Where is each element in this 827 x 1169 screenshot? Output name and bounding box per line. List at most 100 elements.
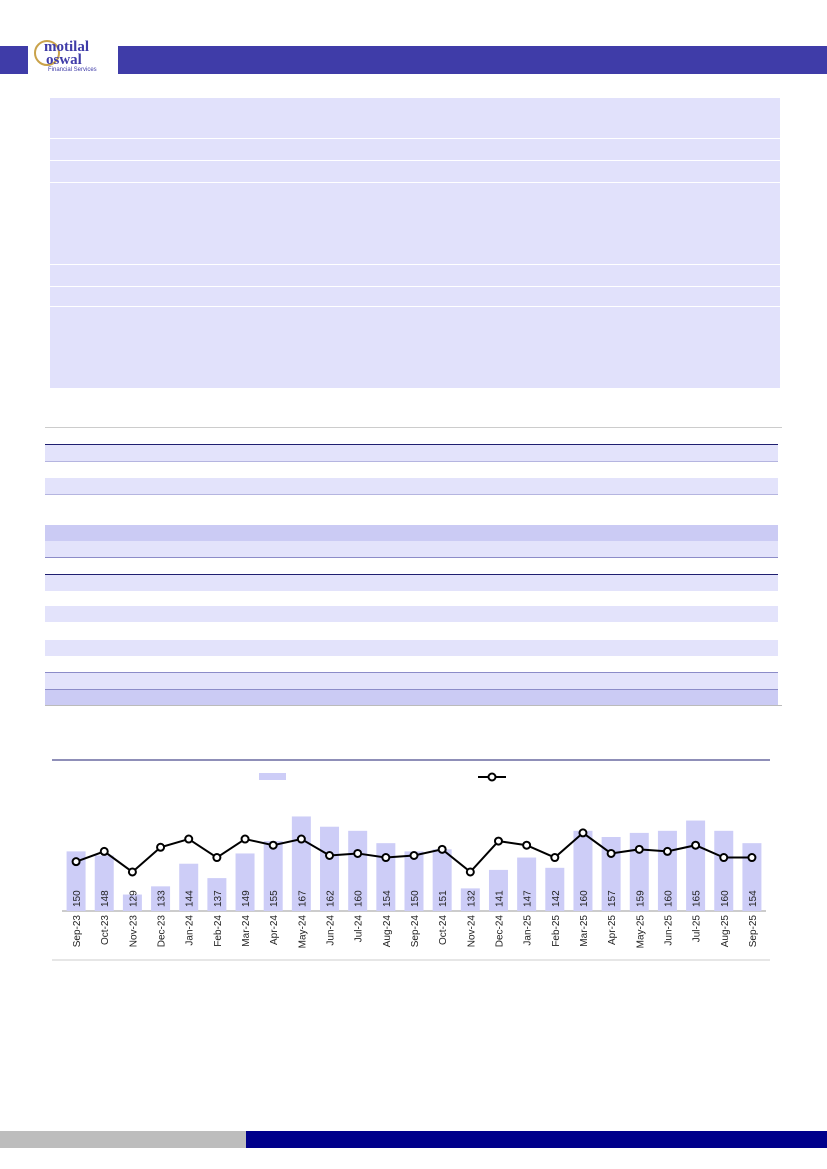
bar (263, 841, 283, 911)
x-tick-label: Sep-25 (748, 915, 759, 948)
x-tick-label: Jul-24 (354, 915, 365, 943)
table-row (45, 478, 778, 495)
bar (686, 820, 706, 911)
chart: 150 148 129 133 144 137 149 155 167 162 160 154 150 1… (52, 759, 770, 961)
table-row (45, 606, 778, 622)
line-marker (212, 853, 222, 863)
bar-label: 144 (185, 890, 196, 907)
bar-label: 148 (100, 890, 111, 907)
bar-label: 154 (382, 890, 393, 907)
line-marker (662, 846, 672, 856)
line-marker (634, 844, 644, 854)
legend-marker (487, 772, 497, 782)
table-row (45, 541, 778, 558)
x-tick-label: Jun-24 (326, 915, 337, 946)
x-tick-label: Sep-24 (410, 915, 421, 948)
bar-label: 160 (579, 890, 590, 907)
bar-label: 160 (720, 890, 731, 907)
x-tick-label: Feb-25 (551, 915, 562, 947)
bar-label: 157 (607, 890, 618, 907)
x-tick-label: Nov-23 (128, 915, 139, 948)
header-block (0, 46, 28, 74)
bar (404, 851, 424, 911)
line-marker (381, 853, 391, 863)
bar-label: 133 (157, 890, 168, 907)
bar (488, 869, 508, 911)
header-bar (118, 46, 827, 74)
bar (235, 853, 255, 911)
x-tick-label: Dec-23 (157, 915, 168, 948)
line-marker (522, 840, 532, 850)
x-tick-label: Mar-25 (579, 915, 590, 947)
x-tick-label: Mar-24 (241, 915, 252, 947)
table-row (45, 445, 778, 462)
x-tick-label: Jun-25 (663, 915, 674, 946)
x-tick-label: May-24 (297, 915, 308, 949)
x-tick-label: Oct-24 (438, 915, 449, 945)
bar (122, 894, 142, 911)
line-marker (719, 853, 729, 863)
divider (50, 160, 780, 161)
bar-label: 147 (523, 890, 534, 907)
bar (545, 867, 565, 911)
bar (320, 826, 340, 911)
bar (601, 837, 621, 911)
x-tick-label: Apr-24 (269, 915, 280, 945)
bar-label: 129 (128, 890, 139, 907)
line-marker (550, 853, 560, 863)
bar (94, 855, 114, 911)
legend-swatch (259, 773, 286, 780)
divider (50, 182, 780, 183)
line-marker (296, 834, 306, 844)
table-row (45, 672, 778, 689)
x-tick-label: May-25 (635, 915, 646, 949)
divider (50, 306, 780, 307)
bar (629, 832, 649, 911)
x-tick-label: Jan-24 (185, 915, 196, 946)
logo-text: oswal (46, 52, 82, 68)
line-marker (353, 848, 363, 858)
x-tick-label: Sep-23 (72, 915, 83, 948)
logo-tagline: Financial Services (48, 67, 97, 73)
bar (432, 849, 452, 911)
bar (151, 886, 171, 911)
bar (742, 843, 762, 911)
line-marker (606, 848, 616, 858)
x-tick-label: Aug-24 (382, 915, 393, 948)
line-marker (493, 836, 503, 846)
line-marker (99, 846, 109, 856)
line-marker (184, 834, 194, 844)
line-marker (578, 828, 588, 838)
bar-label: 160 (354, 890, 365, 907)
bar-label: 132 (466, 890, 477, 907)
bar-label: 160 (663, 890, 674, 907)
line-marker (268, 840, 278, 850)
x-tick-label: Aug-25 (720, 915, 731, 948)
bar (376, 843, 396, 911)
bar (179, 863, 199, 911)
logo-ring (34, 40, 60, 66)
footer-gray (0, 1131, 246, 1148)
bar (714, 830, 734, 911)
line-marker (465, 867, 475, 877)
footer-blue (246, 1131, 827, 1148)
table-row (45, 640, 778, 656)
logo-text: motilal (44, 39, 89, 55)
bar (517, 857, 537, 911)
summary-box (50, 98, 780, 388)
line-marker (691, 840, 701, 850)
bar-label: 150 (410, 890, 421, 907)
bar-label: 165 (692, 890, 703, 907)
bar-label: 149 (241, 890, 252, 907)
table-row (45, 525, 778, 542)
divider (50, 264, 780, 265)
bar-label: 167 (297, 890, 308, 907)
bar-label: 154 (748, 890, 759, 907)
bar-label: 141 (494, 890, 505, 907)
line-marker (437, 844, 447, 854)
logo: motilal oswal Financial Services (34, 38, 118, 76)
table-row (45, 689, 778, 706)
bar (207, 878, 227, 911)
bar (573, 830, 593, 911)
